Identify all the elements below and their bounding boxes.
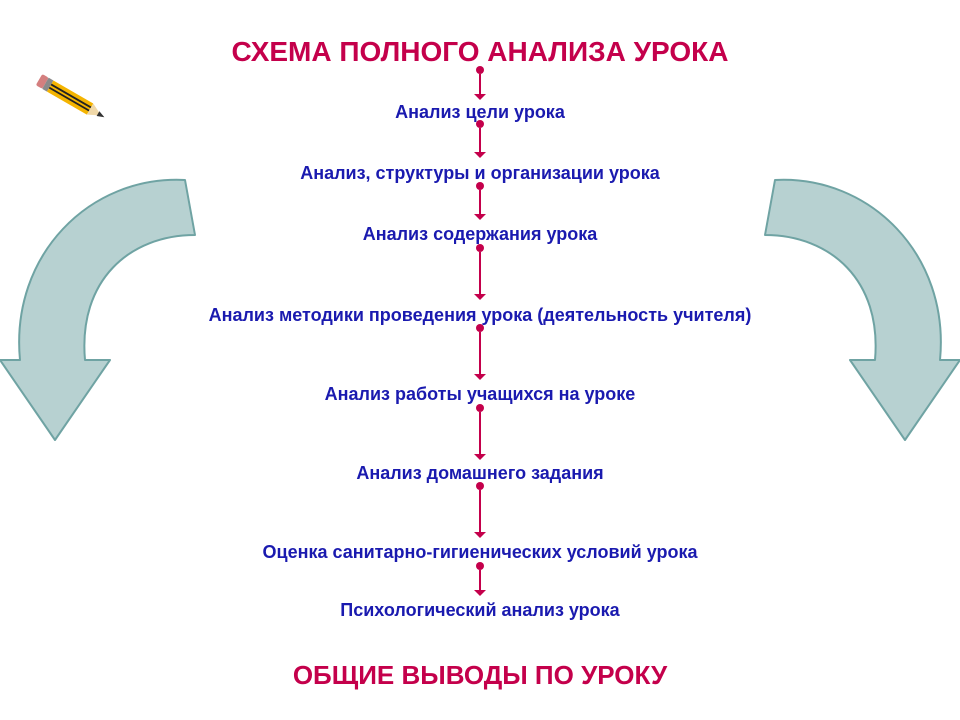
diagram-conclusion: ОБЩИЕ ВЫВОДЫ ПО УРОКУ xyxy=(0,660,960,691)
diagram-title: СХЕМА ПОЛНОГО АНАЛИЗА УРОКА xyxy=(0,36,960,68)
step-label-8: Психологический анализ урока xyxy=(0,600,960,621)
step-label-4: Анализ методики проведения урока (деятел… xyxy=(0,305,960,326)
curved-arrow-right xyxy=(760,170,960,490)
curved-arrow-left xyxy=(0,170,200,490)
step-label-2: Анализ, структуры и организации урока xyxy=(0,163,960,184)
step-label-7: Оценка санитарно-гигиенических условий у… xyxy=(0,542,960,563)
step-label-1: Анализ цели урока xyxy=(0,102,960,123)
step-label-6: Анализ домашнего задания xyxy=(0,463,960,484)
step-label-3: Анализ содержания урока xyxy=(0,224,960,245)
step-label-5: Анализ работы учащихся на уроке xyxy=(0,384,960,405)
